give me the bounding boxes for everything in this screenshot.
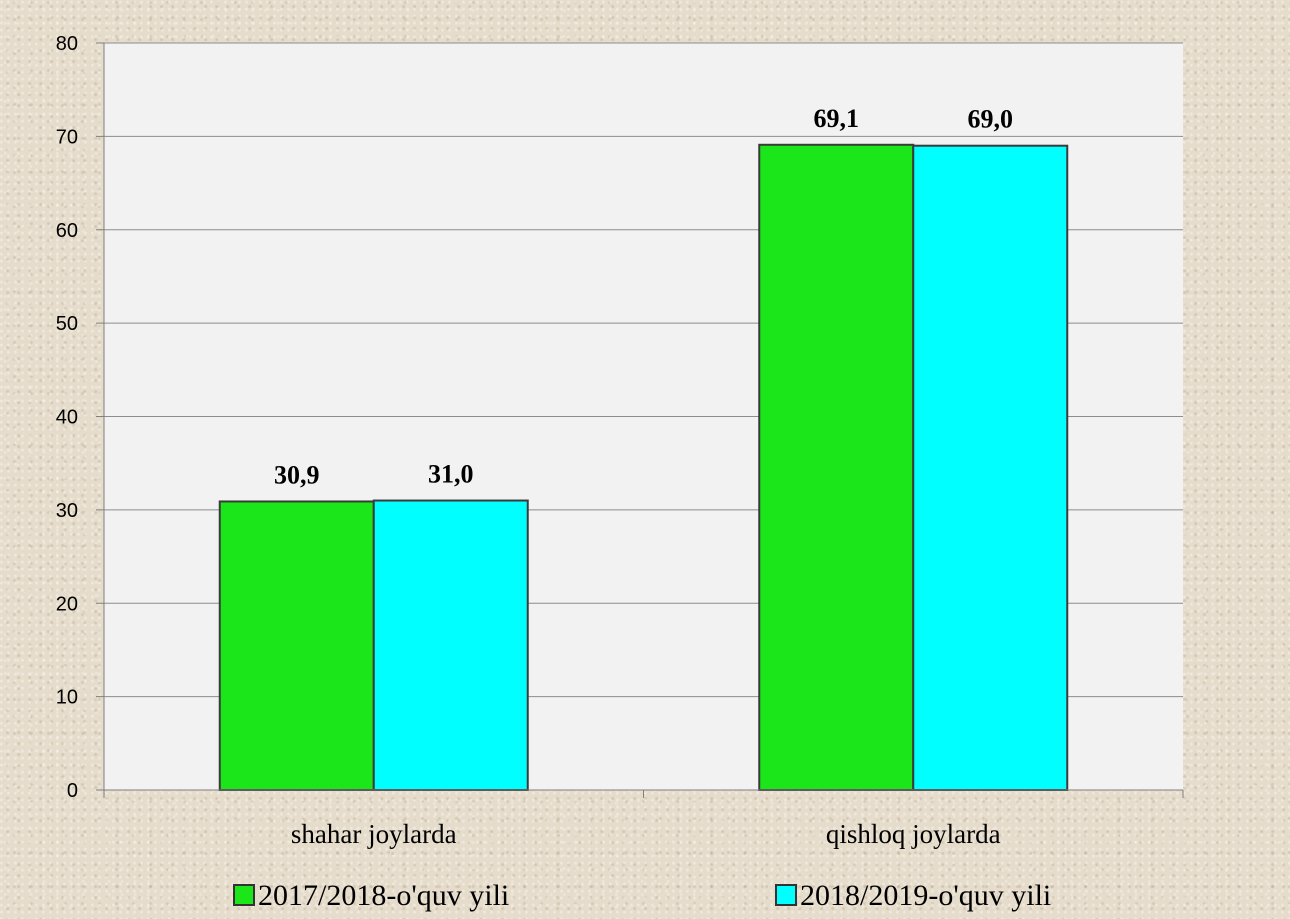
x-category-label: shahar joylarda: [291, 819, 457, 849]
data-label: 30,9: [274, 460, 320, 489]
y-tick-label: 40: [56, 407, 78, 429]
legend: 2017/2018-o'quv yili 2018/2019-o'quv yili: [233, 879, 1051, 912]
y-tick-label: 10: [56, 687, 78, 709]
x-category-label: qishloq joylarda: [826, 819, 1001, 849]
data-label: 69,1: [814, 104, 860, 133]
y-tick-label: 60: [56, 220, 78, 242]
data-label: 69,0: [968, 105, 1014, 134]
y-tick-label: 30: [56, 500, 78, 522]
y-tick-label: 20: [56, 593, 78, 615]
bar: [912, 144, 1069, 791]
y-tick-label: 80: [56, 33, 78, 55]
data-label: 31,0: [428, 460, 474, 489]
legend-label: 2018/2019-o'quv yili: [800, 879, 1051, 912]
y-tick-label: 0: [67, 780, 78, 802]
y-tick-label: 50: [56, 313, 78, 335]
y-tick-label: 70: [56, 126, 78, 148]
bars: [218, 143, 1069, 791]
y-axis-ticks: 0 10 20 30 40 50 60 70 80: [56, 33, 104, 802]
data-labels: 30,9 31,0 69,1 69,0: [274, 104, 1013, 490]
bar: [372, 499, 529, 791]
legend-swatch: [233, 884, 255, 906]
legend-label: 2017/2018-o'quv yili: [258, 879, 509, 912]
x-axis-category-labels: shahar joylarda qishloq joylarda: [291, 819, 1001, 849]
bar: [218, 500, 375, 791]
axes: [103, 43, 1184, 798]
bar: [758, 143, 915, 791]
legend-swatch: [775, 884, 797, 906]
